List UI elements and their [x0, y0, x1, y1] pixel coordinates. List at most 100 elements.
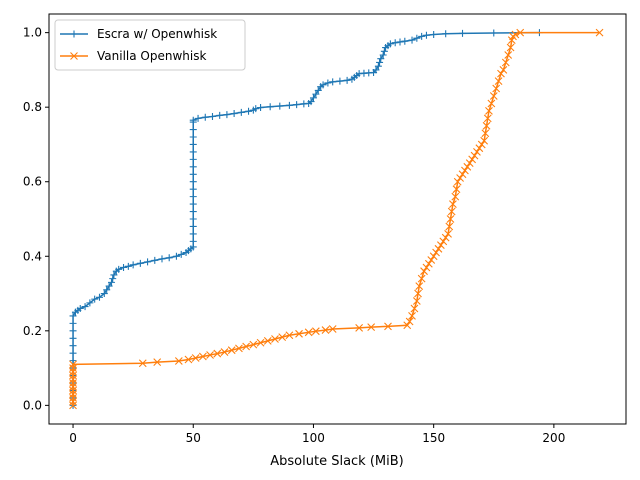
data-point-marker	[69, 397, 77, 406]
data-point-marker	[499, 66, 508, 74]
data-point-marker	[129, 261, 137, 269]
legend-entry: Escra w/ Openwhisk	[60, 27, 217, 41]
data-point-marker	[174, 357, 183, 365]
data-point-marker	[374, 62, 382, 70]
data-point-marker	[321, 326, 330, 334]
data-point-marker	[497, 69, 505, 78]
x-tick-label: 200	[542, 431, 565, 445]
data-point-marker	[69, 375, 77, 384]
data-point-marker	[103, 286, 111, 294]
data-point-marker	[252, 105, 260, 113]
data-point-marker	[69, 319, 77, 327]
data-point-marker	[285, 101, 293, 109]
data-point-marker	[355, 323, 364, 332]
data-point-marker	[124, 262, 132, 270]
y-tick-label: 0.8	[23, 100, 42, 114]
data-point-marker	[506, 43, 515, 52]
data-point-marker	[324, 79, 332, 87]
data-point-marker	[191, 354, 200, 362]
data-point-marker	[482, 121, 491, 130]
data-point-marker	[136, 259, 144, 267]
data-point-marker	[432, 248, 440, 257]
data-point-marker	[189, 126, 197, 134]
data-point-marker	[100, 290, 108, 298]
data-point-marker	[442, 30, 450, 38]
data-point-marker	[172, 252, 180, 260]
data-point-marker	[420, 267, 428, 276]
data-point-marker	[516, 28, 525, 37]
data-point-marker	[319, 81, 327, 89]
data-point-marker	[189, 193, 197, 201]
data-point-marker	[108, 278, 116, 286]
series-x	[69, 28, 604, 410]
data-point-marker	[458, 170, 467, 179]
data-point-marker	[372, 66, 380, 74]
data-point-marker	[276, 102, 284, 110]
series-line	[72, 31, 600, 406]
data-point-marker	[412, 297, 421, 305]
data-point-marker	[189, 148, 197, 156]
data-point-marker	[465, 159, 474, 167]
data-point-marker	[86, 299, 94, 307]
data-point-marker	[81, 303, 89, 311]
y-tick-label: 1.0	[23, 26, 42, 40]
data-point-marker	[110, 271, 118, 279]
data-point-marker	[271, 335, 279, 343]
data-point-marker	[410, 304, 419, 313]
data-point-marker	[436, 241, 445, 249]
data-point-marker	[343, 76, 351, 84]
data-point-marker	[109, 275, 117, 283]
data-point-marker	[430, 31, 438, 38]
x-tick-label: 100	[302, 431, 325, 445]
plot-frame	[48, 13, 627, 425]
series-plus	[69, 29, 543, 409]
data-point-marker	[422, 31, 430, 39]
data-point-marker	[456, 174, 465, 182]
data-point-marker	[177, 250, 185, 258]
data-point-marker	[69, 349, 77, 357]
data-point-marker	[311, 327, 320, 336]
data-point-marker	[414, 289, 422, 298]
data-point-marker	[266, 103, 274, 111]
data-point-marker	[189, 178, 197, 186]
data-point-marker	[295, 329, 303, 338]
data-point-marker	[69, 334, 77, 342]
data-point-marker	[76, 304, 84, 312]
data-point-marker	[447, 207, 456, 216]
data-point-marker	[413, 34, 421, 42]
data-point-marker	[449, 200, 457, 208]
data-point-marker	[144, 258, 152, 266]
data-point-marker	[120, 263, 128, 271]
data-point-marker	[69, 357, 77, 365]
x-tick-label: 150	[422, 431, 445, 445]
data-point-marker	[153, 358, 162, 367]
data-point-marker	[95, 293, 103, 301]
data-point-marker	[439, 237, 448, 246]
data-point-marker	[69, 386, 77, 395]
data-point-marker	[396, 38, 404, 46]
data-point-marker	[477, 140, 486, 149]
data-point-marker	[189, 222, 197, 230]
data-point-marker	[504, 51, 513, 59]
data-point-marker	[69, 342, 77, 350]
data-point-marker	[483, 114, 492, 123]
data-point-marker	[434, 244, 443, 253]
data-point-marker	[189, 230, 197, 238]
data-point-marker	[485, 107, 493, 115]
data-point-marker	[501, 58, 510, 67]
data-point-marker	[446, 215, 455, 223]
data-point-marker	[492, 84, 501, 93]
data-point-marker	[405, 317, 414, 326]
series-layer	[69, 28, 604, 410]
data-point-marker	[263, 336, 272, 345]
y-tick-label: 0.6	[23, 175, 42, 189]
data-point-marker	[69, 382, 77, 391]
data-point-marker	[380, 47, 388, 55]
data-point-marker	[256, 338, 265, 347]
data-point-marker	[444, 230, 452, 238]
y-tick-label: 0.2	[23, 324, 42, 338]
x-axis-label: Absolute Slack (MiB)	[270, 454, 403, 469]
data-point-marker	[328, 325, 337, 333]
data-point-marker	[189, 200, 197, 208]
